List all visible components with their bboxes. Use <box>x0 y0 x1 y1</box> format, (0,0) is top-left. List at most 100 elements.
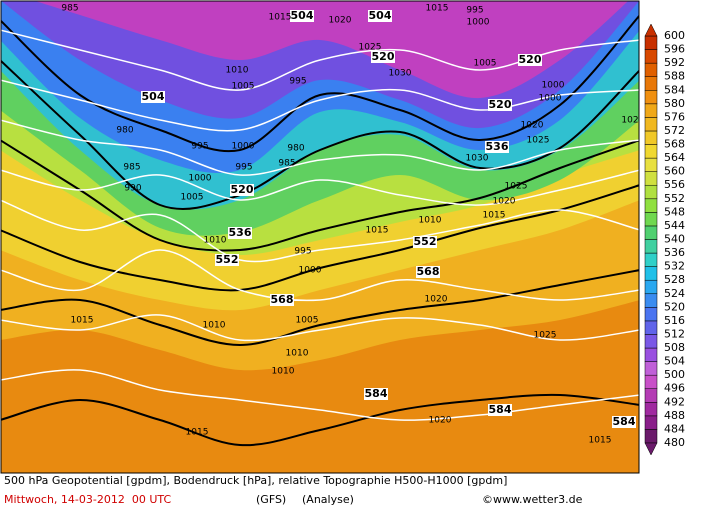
isobar-label: 1015 <box>366 226 389 236</box>
contour-label: 536 <box>486 140 509 153</box>
scale-tick-label: 504 <box>664 355 685 368</box>
scale-tick-label: 544 <box>664 219 685 232</box>
scale-end-bottom <box>644 442 658 456</box>
isobar-label: 1025 <box>534 331 557 341</box>
label-box <box>230 184 254 196</box>
scale-tick-label: 520 <box>664 300 685 313</box>
geopotential-contour <box>1 14 639 153</box>
label-box <box>228 227 252 239</box>
scale-band <box>644 212 658 227</box>
scale-tick-label: 536 <box>664 246 685 259</box>
contour-label: 520 <box>372 50 395 63</box>
scale-tick-label: 524 <box>664 287 685 300</box>
isobar-label: 1005 <box>232 82 255 92</box>
label-box <box>270 294 294 306</box>
caption-analysis: (Analyse) <box>302 493 354 506</box>
label-box <box>141 91 165 103</box>
scale-band <box>644 198 658 213</box>
isobar-label: 1015 <box>186 428 209 438</box>
scale-tick-label: 540 <box>664 233 685 246</box>
scale-band <box>644 374 658 389</box>
contour-label: 584 <box>489 403 512 416</box>
scale-band <box>644 117 658 132</box>
isobar-label: 995 <box>466 6 483 16</box>
contour-label: 568 <box>417 265 440 278</box>
isobar-label: 1020 <box>493 197 516 207</box>
isobar <box>1 169 639 206</box>
scale-tick-label: 592 <box>664 56 685 69</box>
label-box <box>215 254 239 266</box>
geopotential-contour <box>1 139 639 252</box>
scale-band <box>644 334 658 349</box>
isobar-label: 995 <box>294 247 311 257</box>
contour-label: 536 <box>229 226 252 239</box>
scale-tick-label: 516 <box>664 314 685 327</box>
isobar-label: 980 <box>287 144 304 154</box>
isobar-label: 1010 <box>419 216 442 226</box>
scale-tick-label: 512 <box>664 327 685 340</box>
isobar-label: 1015 <box>426 4 449 14</box>
isobar-label: 1020 <box>329 16 352 26</box>
isobar-label: 1025 <box>359 43 382 53</box>
label-box <box>413 236 437 248</box>
scale-tick-label: 564 <box>664 151 685 164</box>
scale-tick-label: 560 <box>664 165 685 178</box>
isobar <box>1 369 639 421</box>
contour-label: 552 <box>414 235 437 248</box>
isobar-label: 990 <box>124 184 141 194</box>
scale-band <box>644 239 658 254</box>
isobar-label: 1005 <box>181 193 204 203</box>
scale-tick-label: 548 <box>664 205 685 218</box>
contour-label: 504 <box>291 9 314 22</box>
scale-tick-label: 484 <box>664 422 685 435</box>
contour-label: 520 <box>231 183 254 196</box>
contour-label: 520 <box>519 53 542 66</box>
isobar-label: 102 <box>621 116 638 126</box>
isobar-label: 1000 <box>539 94 562 104</box>
caption-model: (GFS) <box>256 493 286 506</box>
scale-band <box>644 252 658 267</box>
scale-tick-label: 588 <box>664 70 685 83</box>
scale-tick-label: 580 <box>664 97 685 110</box>
isobar-label: 1020 <box>429 416 452 426</box>
scale-tick-label: 480 <box>664 436 685 449</box>
isobar-label: 1010 <box>226 66 249 76</box>
isobar-label: 1030 <box>466 154 489 164</box>
scale-band <box>644 171 658 186</box>
scale-tick-label: 572 <box>664 124 685 137</box>
scale-band <box>644 144 658 159</box>
scale-tick-label: 596 <box>664 43 685 56</box>
map-border <box>0 0 640 474</box>
label-box <box>612 416 636 428</box>
contour-label: 568 <box>271 293 294 306</box>
scale-band <box>644 76 658 91</box>
isobar-label: 1000 <box>467 18 490 28</box>
isobar-label: 1025 <box>527 136 550 146</box>
scale-band <box>644 415 658 430</box>
map: 504 504 504 520 520 520 520 536 536 552 552 568 568 5… <box>1 1 639 473</box>
isobar-label: 1005 <box>296 316 319 326</box>
label-box <box>518 54 542 66</box>
scale-band <box>644 62 658 77</box>
contour-label: 504 <box>369 9 392 22</box>
isobar-label: 1015 <box>483 211 506 221</box>
scale-tick-label: 532 <box>664 260 685 273</box>
contour-label: 584 <box>613 415 636 428</box>
scale-band <box>644 402 658 417</box>
scale-tick-label: 492 <box>664 395 685 408</box>
isobar-label: 1005 <box>474 59 497 69</box>
scale-band <box>644 130 658 145</box>
geopotential-contour <box>1 269 639 347</box>
isobar <box>1 119 639 176</box>
scale-tick-label: 528 <box>664 273 685 286</box>
scale-band <box>644 429 658 444</box>
scale-tick-label: 600 <box>664 29 685 42</box>
label-box <box>364 388 388 400</box>
scale-band <box>644 184 658 200</box>
scale-band <box>644 225 658 240</box>
isobar-label: 1030 <box>389 69 412 79</box>
isobar-label: 1015 <box>589 436 612 446</box>
isobar-label: 1010 <box>203 321 226 331</box>
scale-band <box>644 293 658 308</box>
